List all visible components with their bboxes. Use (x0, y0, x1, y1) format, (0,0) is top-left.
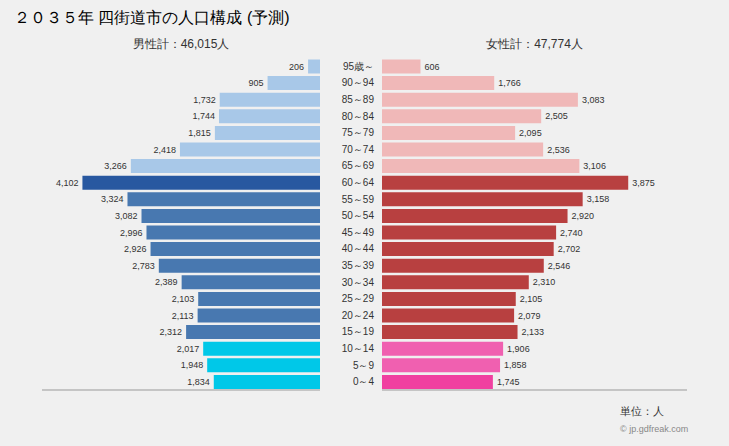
svg-text:2,926: 2,926 (124, 244, 147, 254)
svg-text:2,310: 2,310 (533, 277, 556, 287)
svg-text:2,017: 2,017 (177, 344, 200, 354)
svg-text:2,095: 2,095 (519, 128, 542, 138)
svg-text:2,418: 2,418 (153, 145, 176, 155)
svg-text:2,079: 2,079 (518, 311, 541, 321)
svg-text:905: 905 (249, 78, 264, 88)
svg-text:3,082: 3,082 (115, 211, 138, 221)
svg-text:45～49: 45～49 (342, 227, 375, 238)
svg-text:15～19: 15～19 (342, 326, 375, 337)
svg-text:70～74: 70～74 (342, 144, 375, 155)
svg-text:4,102: 4,102 (56, 178, 79, 188)
svg-text:3,106: 3,106 (583, 161, 606, 171)
svg-text:1,745: 1,745 (497, 377, 520, 387)
svg-text:90～94: 90～94 (342, 77, 375, 88)
svg-text:2,312: 2,312 (160, 327, 183, 337)
svg-text:20～24: 20～24 (342, 310, 375, 321)
svg-text:80～84: 80～84 (342, 111, 375, 122)
svg-text:75～79: 75～79 (342, 127, 375, 138)
svg-text:2,740: 2,740 (560, 228, 583, 238)
svg-text:1,858: 1,858 (504, 360, 527, 370)
svg-text:2,103: 2,103 (172, 294, 195, 304)
svg-text:2,133: 2,133 (522, 327, 545, 337)
svg-text:1,834: 1,834 (187, 377, 210, 387)
html-text:男性計：46,015人: 男性計：46,015人 (132, 37, 230, 51)
svg-text:3,266: 3,266 (104, 161, 127, 171)
svg-text:35～39: 35～39 (342, 260, 375, 271)
svg-text:1,906: 1,906 (507, 344, 530, 354)
svg-text:2,505: 2,505 (545, 111, 568, 121)
html-text:２０３５年 四街道市の人口構成 (予測): ２０３５年 四街道市の人口構成 (予測) (14, 9, 290, 26)
svg-text:1,744: 1,744 (192, 111, 215, 121)
html-text:© jp.gdfreak.com: © jp.gdfreak.com (620, 424, 689, 434)
svg-text:5～9: 5～9 (353, 360, 375, 371)
svg-text:65～69: 65～69 (342, 160, 375, 171)
svg-text:2,536: 2,536 (547, 145, 570, 155)
svg-text:50～54: 50～54 (342, 210, 375, 221)
svg-text:606: 606 (425, 62, 440, 72)
svg-text:55～59: 55～59 (342, 194, 375, 205)
svg-text:206: 206 (289, 62, 304, 72)
svg-text:3,875: 3,875 (632, 178, 655, 188)
svg-text:3,158: 3,158 (587, 194, 610, 204)
svg-text:2,389: 2,389 (155, 277, 178, 287)
svg-text:2,920: 2,920 (572, 211, 595, 221)
svg-text:1,815: 1,815 (188, 128, 211, 138)
svg-text:3,083: 3,083 (582, 95, 605, 105)
svg-text:3,324: 3,324 (101, 194, 124, 204)
svg-text:10～14: 10～14 (342, 343, 375, 354)
svg-text:1,732: 1,732 (193, 95, 216, 105)
svg-text:0～4: 0～4 (353, 376, 375, 387)
svg-text:2,546: 2,546 (548, 261, 571, 271)
html-text:単位：人: 単位：人 (620, 405, 664, 417)
svg-text:2,105: 2,105 (520, 294, 543, 304)
svg-text:30～34: 30～34 (342, 277, 375, 288)
html-text:女性計：47,774人: 女性計：47,774人 (486, 37, 583, 51)
svg-text:25～29: 25～29 (342, 293, 375, 304)
svg-text:1,948: 1,948 (181, 360, 204, 370)
svg-text:95歳～: 95歳～ (343, 61, 374, 72)
svg-text:2,996: 2,996 (120, 228, 143, 238)
svg-text:2,113: 2,113 (172, 311, 194, 321)
svg-text:2,702: 2,702 (558, 244, 581, 254)
svg-text:1,766: 1,766 (498, 78, 521, 88)
svg-text:60～64: 60～64 (342, 177, 375, 188)
svg-text:40～44: 40～44 (342, 243, 375, 254)
svg-text:85～89: 85～89 (342, 94, 375, 105)
svg-text:2,783: 2,783 (132, 261, 155, 271)
